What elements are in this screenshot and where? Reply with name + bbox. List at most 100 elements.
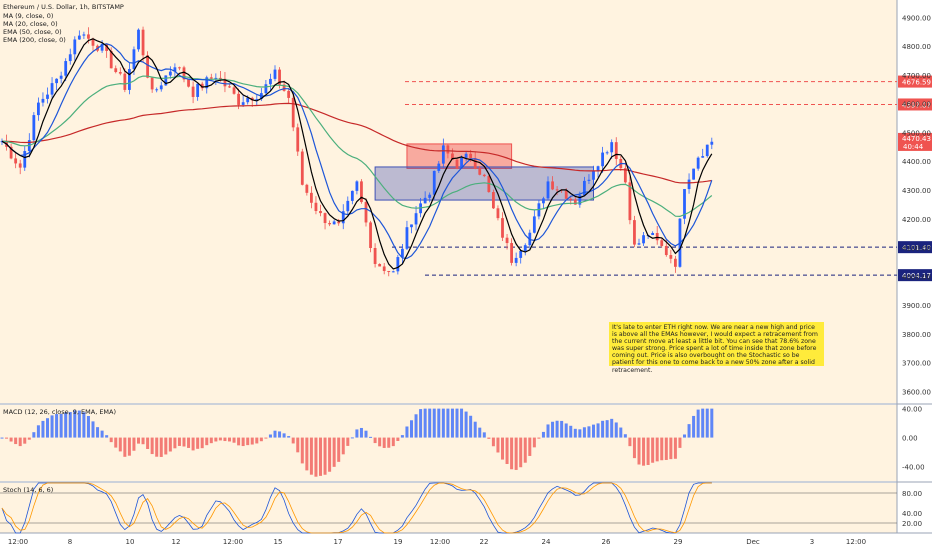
macd-bar <box>268 434 272 438</box>
macd-bar <box>264 437 268 439</box>
macd-bar <box>605 420 609 438</box>
macd-bar <box>628 437 632 447</box>
candle-body <box>159 85 163 90</box>
candle-body <box>273 69 277 79</box>
candle-body <box>9 146 13 159</box>
time-tick-label: 15 <box>274 538 283 546</box>
macd-bar <box>596 423 600 438</box>
indicator-label-ema200[interactable]: EMA (200, close, 0) <box>3 36 66 44</box>
macd-bar <box>369 436 373 438</box>
macd-bar <box>41 420 45 438</box>
candle-body <box>573 199 577 205</box>
candle-body <box>55 78 58 84</box>
indicator-label-ma9[interactable]: MA (9, close, 0) <box>3 12 54 20</box>
candle-body <box>105 43 109 52</box>
candle-body <box>332 221 336 225</box>
analysis-note[interactable]: It's late to enter ETH right now. We are… <box>609 322 824 374</box>
macd-bar <box>109 437 113 443</box>
candle-body <box>264 84 268 94</box>
macd-label[interactable]: MACD (12, 26, close, 9, EMA, EMA) <box>3 408 117 416</box>
candle-body <box>77 35 81 40</box>
candle-body <box>410 224 413 228</box>
candle-body <box>364 202 368 223</box>
candle-body <box>569 198 573 200</box>
macd-bar <box>168 437 172 452</box>
stoch-label[interactable]: Stoch (14, 6, 6) <box>3 486 54 494</box>
macd-bar <box>651 437 655 463</box>
macd-bar <box>669 437 673 460</box>
candle-body <box>287 90 291 98</box>
candle-body <box>551 181 554 190</box>
macd-bar <box>0 437 4 439</box>
price-tick-label: 4700.00 <box>902 72 931 80</box>
candle-body <box>23 151 27 168</box>
candle-body <box>314 202 318 212</box>
zone-lower-zone <box>374 166 594 201</box>
macd-bar <box>14 437 18 445</box>
candle-body <box>401 248 404 258</box>
macd-bar <box>419 409 423 438</box>
macd-bar <box>705 408 709 438</box>
time-tick-label: Dec <box>746 538 760 546</box>
level-price-label: 4101.40 <box>902 244 931 252</box>
candle-body <box>18 163 22 168</box>
candle-body <box>310 192 313 203</box>
candle-body <box>300 151 304 185</box>
candle-body <box>428 194 432 198</box>
candle-body <box>32 115 36 141</box>
macd-bar <box>501 437 504 460</box>
macd-bar <box>86 415 90 438</box>
candle-body <box>623 168 627 183</box>
stoch-tick-label: 40.00 <box>902 510 922 518</box>
candle-body <box>628 182 632 221</box>
time-tick-label: 29 <box>674 538 683 546</box>
candle-body <box>596 166 600 171</box>
candle-body <box>710 141 714 145</box>
macd-bar <box>532 437 536 448</box>
macd-tick-label: -40.00 <box>902 464 925 472</box>
macd-bar <box>132 437 136 451</box>
candle-body <box>378 263 382 267</box>
time-tick-label: 22 <box>480 538 489 546</box>
candle-body <box>655 233 659 241</box>
macd-bar <box>27 437 31 440</box>
macd-bar <box>519 437 523 468</box>
time-tick-label: 12:00 <box>846 538 866 546</box>
candle-body <box>205 77 209 89</box>
time-tick-label: 8 <box>68 538 72 546</box>
candle-body <box>692 168 695 180</box>
macd-bar <box>328 437 332 472</box>
candle-body <box>341 211 345 224</box>
ma20-line <box>1 43 713 260</box>
candle-body <box>46 94 49 99</box>
candle-body <box>305 184 309 193</box>
macd-bar <box>46 418 49 438</box>
macd-bar <box>155 437 159 457</box>
candle-body <box>482 174 486 177</box>
price-tick-label: 4800.00 <box>902 43 931 51</box>
candle-body <box>437 163 441 171</box>
macd-bar <box>696 409 700 438</box>
candle-body <box>683 189 686 219</box>
indicator-label-ema50[interactable]: EMA (50, close, 0) <box>3 28 62 36</box>
candle-body <box>441 145 445 164</box>
candle-body <box>614 142 618 159</box>
macd-bar <box>378 437 382 447</box>
stoch-d-line <box>1 482 712 534</box>
macd-bar <box>364 430 368 438</box>
indicator-label-ma20[interactable]: MA (20, close, 0) <box>3 20 58 28</box>
candle-body <box>182 67 186 80</box>
candle-body <box>41 98 45 103</box>
macd-bar <box>460 408 464 438</box>
candle-body <box>146 55 149 78</box>
macd-bar <box>410 420 413 438</box>
macd-bar <box>637 437 641 465</box>
candle-body <box>355 181 359 191</box>
macd-bar <box>710 408 714 438</box>
candle-body <box>50 83 54 95</box>
candle-body <box>255 99 259 101</box>
macd-bar <box>623 434 627 438</box>
macd-bar <box>569 425 573 438</box>
price-tick-label: 3900.00 <box>902 302 931 310</box>
